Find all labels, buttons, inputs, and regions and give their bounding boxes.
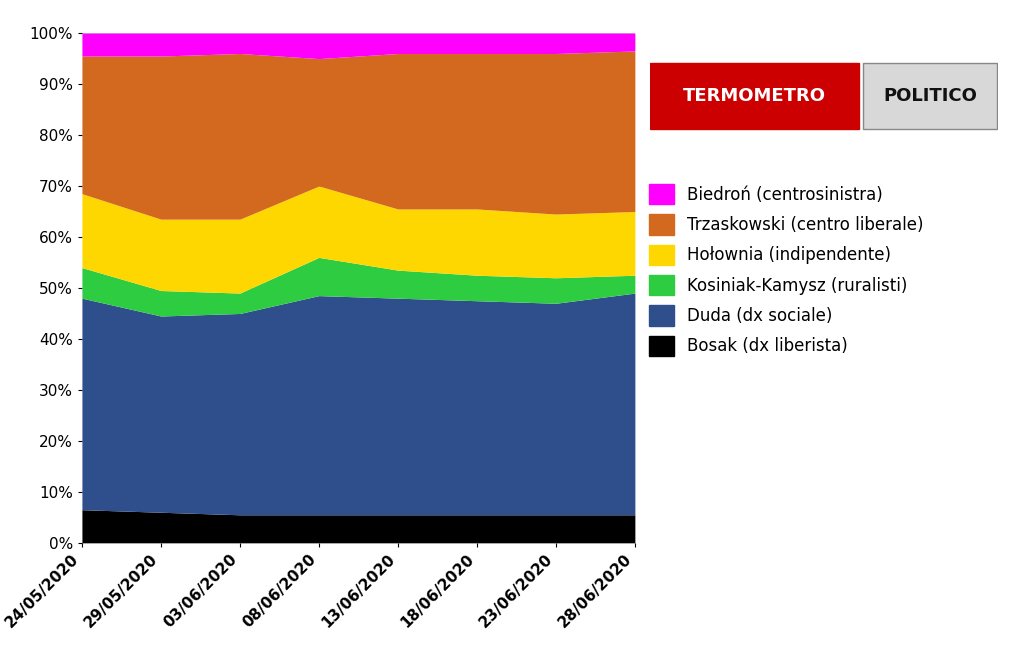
Text: POLITICO: POLITICO [884,87,978,105]
Text: TERMOMETRO: TERMOMETRO [683,87,826,105]
FancyBboxPatch shape [862,63,996,128]
FancyBboxPatch shape [650,63,859,128]
Legend: Biedroń (centrosinistra), Trzaskowski (centro liberale), Hołownia (indipendente): Biedroń (centrosinistra), Trzaskowski (c… [649,184,924,356]
